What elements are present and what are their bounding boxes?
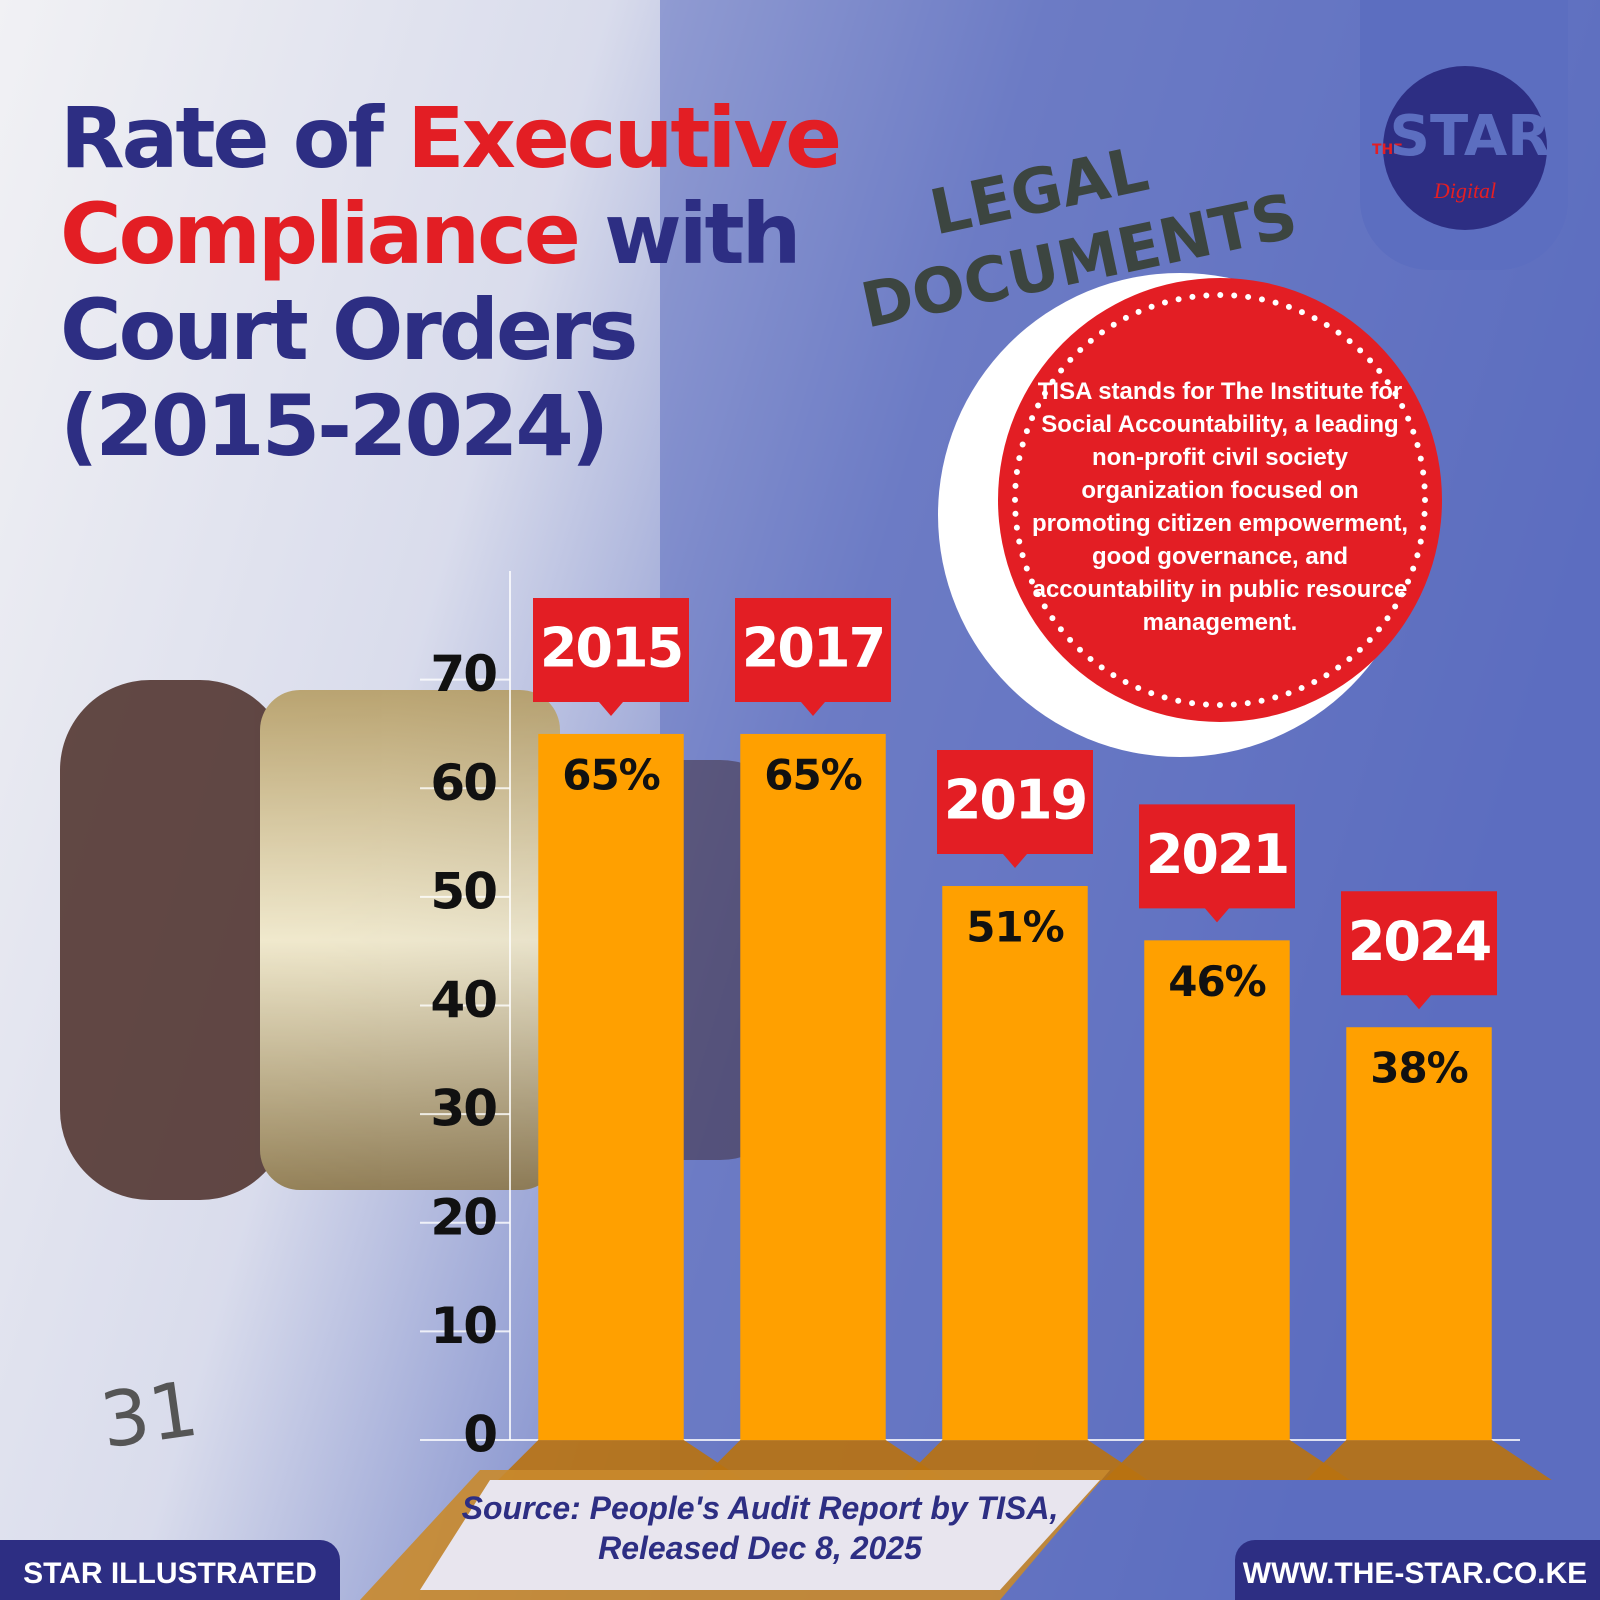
bar-shadow [1306,1440,1552,1480]
category-box [1139,804,1295,923]
y-tick-label: 10 [430,1297,496,1355]
data-label: 38% [1370,1044,1468,1093]
y-tick-label: 50 [430,862,496,920]
logo-text: THE [1372,142,1403,158]
bar [1144,940,1290,1440]
source-text: Source: People's Audit Report by TISA, R… [461,1490,1059,1566]
background-text: 31 [95,1364,203,1466]
footer-right: WWW.THE-STAR.CO.KE [1243,1557,1587,1590]
category-box [735,597,891,716]
title-part: Rate of [60,90,384,187]
logo-text: Digital [1433,178,1496,203]
title-box: Rate of Executive Compliance with Court … [60,90,840,474]
data-label: 51% [966,903,1064,952]
logo-text: STAR [1390,104,1551,169]
category-box [533,597,689,716]
y-tick-label: 70 [430,645,496,703]
category-box [1341,891,1497,1010]
x-tick-label: 2017 [742,617,884,680]
bar-shadow [1104,1440,1350,1480]
footer-left-box [0,1540,340,1600]
bar [740,733,886,1440]
data-label: 46% [1168,957,1266,1006]
x-tick-label: 2024 [1348,910,1491,973]
x-tick-label: 2021 [1146,823,1288,886]
x-tick-label: 2019 [944,769,1086,832]
bar [538,733,684,1440]
plot: 0 10 20 30 40 50 60 70 65% 2015 65% 2017 51% 2019 46% 2… [420,571,1552,1480]
category-box [937,750,1093,869]
note-badge: TISA stands for The Institute for Social… [938,273,1442,757]
bar [1346,1027,1492,1440]
note-text: TISA stands for The Institute for Social… [1031,378,1409,636]
data-label: 65% [764,750,862,799]
data-label: 65% [562,750,660,799]
footer-right-box [1235,1540,1600,1600]
title-part: Executive Compliance [60,90,840,283]
y-tick-label: 0 [463,1406,496,1464]
y-tick-label: 60 [430,754,496,812]
bar [942,886,1088,1440]
title-part: with Court Orders (2015-2024) [60,185,801,475]
logo: THE STAR Digital [1360,0,1568,270]
y-tick-label: 40 [430,971,496,1029]
x-tick-label: 2015 [540,617,682,680]
y-tick-label: 20 [430,1188,496,1246]
source-box: Source: People's Audit Report by TISA, R… [360,1470,1110,1600]
footer-left: STAR ILLUSTRATED [23,1557,317,1590]
y-tick-label: 30 [430,1080,496,1138]
chart-title: Rate of Executive Compliance with Court … [60,90,840,474]
